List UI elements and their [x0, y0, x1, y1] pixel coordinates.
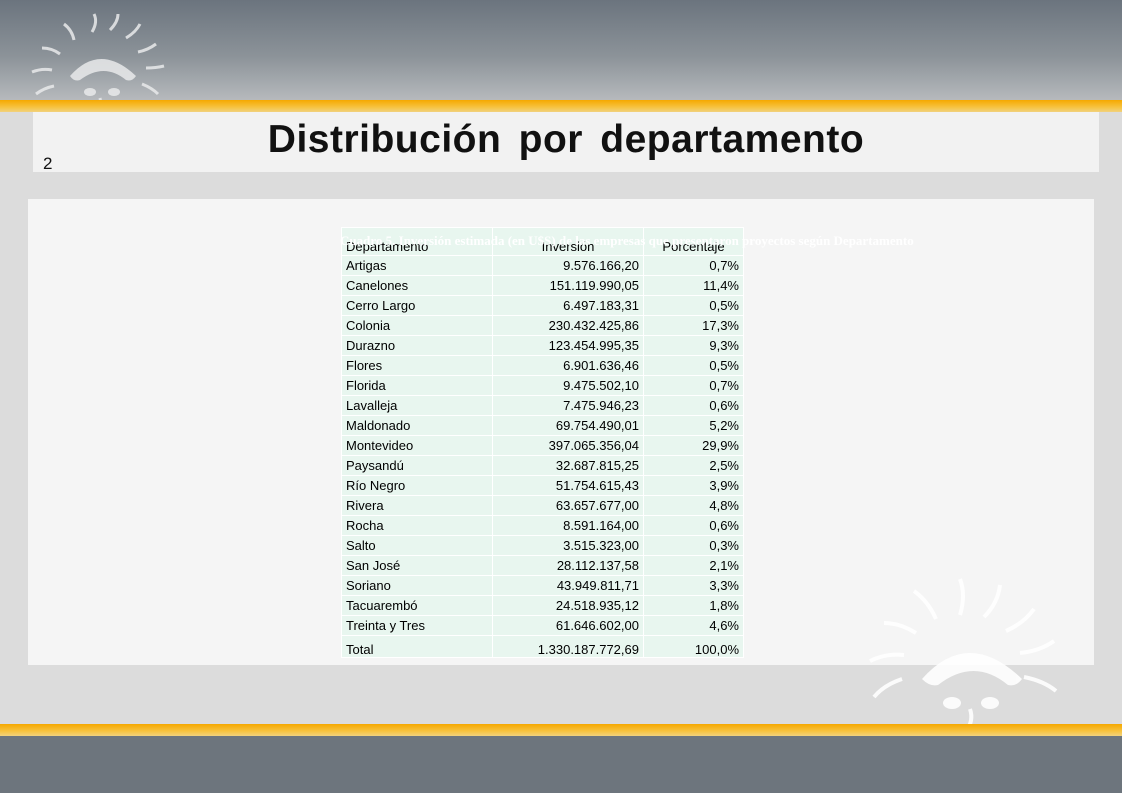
percentage-value: 2,1%	[643, 555, 744, 576]
table-row: Rocha 8.591.164,00 0,6%	[341, 515, 744, 536]
table-row: Río Negro 51.754.615,43 3,9%	[341, 475, 744, 496]
investment-value: 3.515.323,00	[492, 535, 644, 556]
department-name: Montevideo	[341, 435, 493, 456]
table-row: Florida 9.475.502,10 0,7%	[341, 375, 744, 396]
table-row: Tacuarembó 24.518.935,12 1,8%	[341, 595, 744, 616]
column-header: Porcentaje	[643, 227, 744, 256]
investment-value: 24.518.935,12	[492, 595, 644, 616]
investment-value: 43.949.811,71	[492, 575, 644, 596]
title-bar: Distribución por departamento 2	[33, 112, 1099, 173]
investment-value: 69.754.490,01	[492, 415, 644, 436]
column-header: Inversión	[492, 227, 644, 256]
table-row: Artigas 9.576.166,20 0,7%	[341, 255, 744, 276]
percentage-value: 11,4%	[643, 275, 744, 296]
percentage-value: 0,6%	[643, 515, 744, 536]
department-name: Colonia	[341, 315, 493, 336]
department-name: Soriano	[341, 575, 493, 596]
investment-value: 32.687.815,25	[492, 455, 644, 476]
department-name: Rivera	[341, 495, 493, 516]
percentage-value: 0,7%	[643, 375, 744, 396]
percentage-value: 3,9%	[643, 475, 744, 496]
content-panel: Cuadro 5. Inversión estimada (en U$S) de…	[28, 199, 1094, 665]
table-row: Soriano 43.949.811,71 3,3%	[341, 575, 744, 596]
investment-value: 6.901.636,46	[492, 355, 644, 376]
investment-value: 9.475.502,10	[492, 375, 644, 396]
table-row: Rivera 63.657.677,00 4,8%	[341, 495, 744, 516]
investment-value: 151.119.990,05	[492, 275, 644, 296]
percentage-value: 4,8%	[643, 495, 744, 516]
percentage-value: 29,9%	[643, 435, 744, 456]
department-name: Cerro Largo	[341, 295, 493, 316]
percentage-value: 1,8%	[643, 595, 744, 616]
percentage-value: 0,6%	[643, 395, 744, 416]
percentage-value: 17,3%	[643, 315, 744, 336]
header-band	[0, 0, 1122, 103]
investment-value: 63.657.677,00	[492, 495, 644, 516]
department-name: Rocha	[341, 515, 493, 536]
table-row: Cerro Largo 6.497.183,31 0,5%	[341, 295, 744, 316]
slide-number: 2	[43, 154, 53, 173]
investment-value: 61.646.602,00	[492, 615, 644, 636]
table-row: Salto 3.515.323,00 0,3%	[341, 535, 744, 556]
investment-value: 28.112.137,58	[492, 555, 644, 576]
department-name: Flores	[341, 355, 493, 376]
percentage-value: 0,7%	[643, 255, 744, 276]
percentage-value: 9,3%	[643, 335, 744, 356]
table-row: San José 28.112.137,58 2,1%	[341, 555, 744, 576]
percentage-value: 5,2%	[643, 415, 744, 436]
table-row: Treinta y Tres 61.646.602,00 4,6%	[341, 615, 744, 636]
investment-value: 9.576.166,20	[492, 255, 644, 276]
investment-value: 397.065.356,04	[492, 435, 644, 456]
department-name: Treinta y Tres	[341, 615, 493, 636]
department-name: Canelones	[341, 275, 493, 296]
table-total-row: Total 1.330.187.772,69 100,0%	[341, 635, 744, 658]
table-row: Canelones 151.119.990,05 11,4%	[341, 275, 744, 296]
department-name: Paysandú	[341, 455, 493, 476]
investment-value: 123.454.995,35	[492, 335, 644, 356]
table-row: Lavalleja 7.475.946,23 0,6%	[341, 395, 744, 416]
investment-value: 51.754.615,43	[492, 475, 644, 496]
department-name: Tacuarembó	[341, 595, 493, 616]
footer-band	[0, 736, 1122, 793]
total-investment: 1.330.187.772,69	[492, 635, 644, 658]
investment-value: 230.432.425,86	[492, 315, 644, 336]
table-row: Montevideo 397.065.356,04 29,9%	[341, 435, 744, 456]
department-name: Lavalleja	[341, 395, 493, 416]
total-percentage: 100,0%	[643, 635, 744, 658]
percentage-value: 0,5%	[643, 295, 744, 316]
percentage-value: 0,5%	[643, 355, 744, 376]
table-row: Flores 6.901.636,46 0,5%	[341, 355, 744, 376]
percentage-value: 0,3%	[643, 535, 744, 556]
table-row: Colonia 230.432.425,86 17,3%	[341, 315, 744, 336]
department-name: Florida	[341, 375, 493, 396]
investment-value: 7.475.946,23	[492, 395, 644, 416]
sun-logo-icon	[31, 13, 165, 114]
percentage-value: 4,6%	[643, 615, 744, 636]
department-name: Maldonado	[341, 415, 493, 436]
department-name: San José	[341, 555, 493, 576]
department-name: Durazno	[341, 335, 493, 356]
total-label: Total	[341, 635, 493, 658]
accent-line-bottom	[0, 724, 1122, 736]
page-title: Distribución por departamento	[267, 118, 865, 161]
department-name: Artigas	[341, 255, 493, 276]
table-row: Maldonado 69.754.490,01 5,2%	[341, 415, 744, 436]
sun-logo-icon	[869, 578, 1058, 734]
percentage-value: 3,3%	[643, 575, 744, 596]
table-row: Durazno 123.454.995,35 9,3%	[341, 335, 744, 356]
department-name: Salto	[341, 535, 493, 556]
investment-value: 6.497.183,31	[492, 295, 644, 316]
investment-value: 8.591.164,00	[492, 515, 644, 536]
investment-table: Departamento Inversión Porcentaje Artiga…	[341, 227, 744, 658]
table-caption: Cuadro 5. Inversión estimada (en U$S) de…	[340, 233, 914, 248]
column-header: Departamento	[341, 227, 493, 256]
table-row: Paysandú 32.687.815,25 2,5%	[341, 455, 744, 476]
department-name: Río Negro	[341, 475, 493, 496]
table-header-row: Departamento Inversión Porcentaje	[341, 227, 744, 256]
accent-line-top	[0, 100, 1122, 112]
percentage-value: 2,5%	[643, 455, 744, 476]
